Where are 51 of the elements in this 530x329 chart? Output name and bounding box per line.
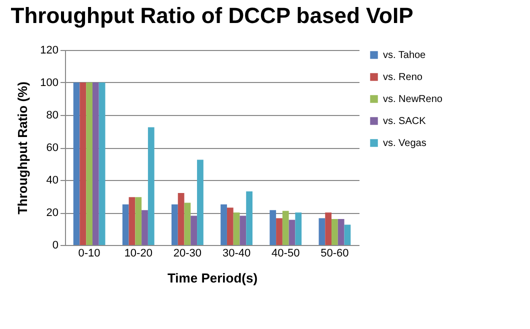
y-tick-label: 20 (46, 207, 58, 219)
bar (220, 204, 227, 245)
bar (276, 218, 282, 245)
bar (325, 212, 332, 245)
y-tick-label: 0 (52, 240, 58, 252)
y-tick-label: 40 (46, 174, 58, 186)
bar (233, 212, 240, 245)
x-tick-label: 30-40 (222, 248, 251, 260)
bar (344, 224, 351, 245)
bar (332, 219, 338, 245)
y-tick-label: 60 (46, 142, 58, 154)
y-tick-label: 100 (40, 77, 58, 89)
x-tick-label: 10-20 (124, 248, 152, 260)
bar (246, 191, 252, 245)
bar (148, 127, 154, 245)
legend-label: vs. Tahoe (383, 50, 426, 61)
legend-label: vs. NewReno (383, 94, 443, 105)
x-tick-label: 20-30 (173, 248, 202, 260)
x-tick-label: 50-60 (320, 248, 349, 260)
bar (270, 210, 276, 245)
bar (92, 82, 99, 245)
bar (295, 212, 302, 245)
bar (172, 204, 178, 245)
bar (288, 220, 296, 245)
bar (282, 210, 289, 245)
x-axis-title: Time Period(s) (167, 270, 258, 286)
bar (178, 193, 184, 245)
bar (86, 82, 92, 245)
x-tick-label: 0-10 (78, 248, 100, 260)
bar (318, 218, 326, 245)
bar (73, 82, 80, 245)
bar (226, 208, 234, 245)
bar (122, 204, 129, 245)
bar (135, 197, 142, 245)
chart-title: Throughput Ratio of DCCP based VoIP (10, 3, 414, 28)
y-tick-label: 120 (40, 44, 58, 56)
bar (142, 210, 148, 245)
x-tick-label: 40-50 (272, 248, 300, 260)
legend-label: vs. Vegas (383, 138, 426, 149)
legend-label: vs. SACK (383, 116, 426, 127)
bar (197, 160, 204, 245)
bar (80, 82, 86, 245)
y-axis-title: Throughput Ratio (%) (15, 82, 30, 214)
bar (98, 82, 106, 245)
y-tick-label: 80 (46, 110, 58, 122)
bar (184, 202, 191, 245)
bar (190, 216, 198, 245)
bar (338, 219, 344, 245)
legend-label: vs. Reno (383, 72, 423, 83)
bar (128, 197, 136, 245)
bar (240, 216, 246, 245)
